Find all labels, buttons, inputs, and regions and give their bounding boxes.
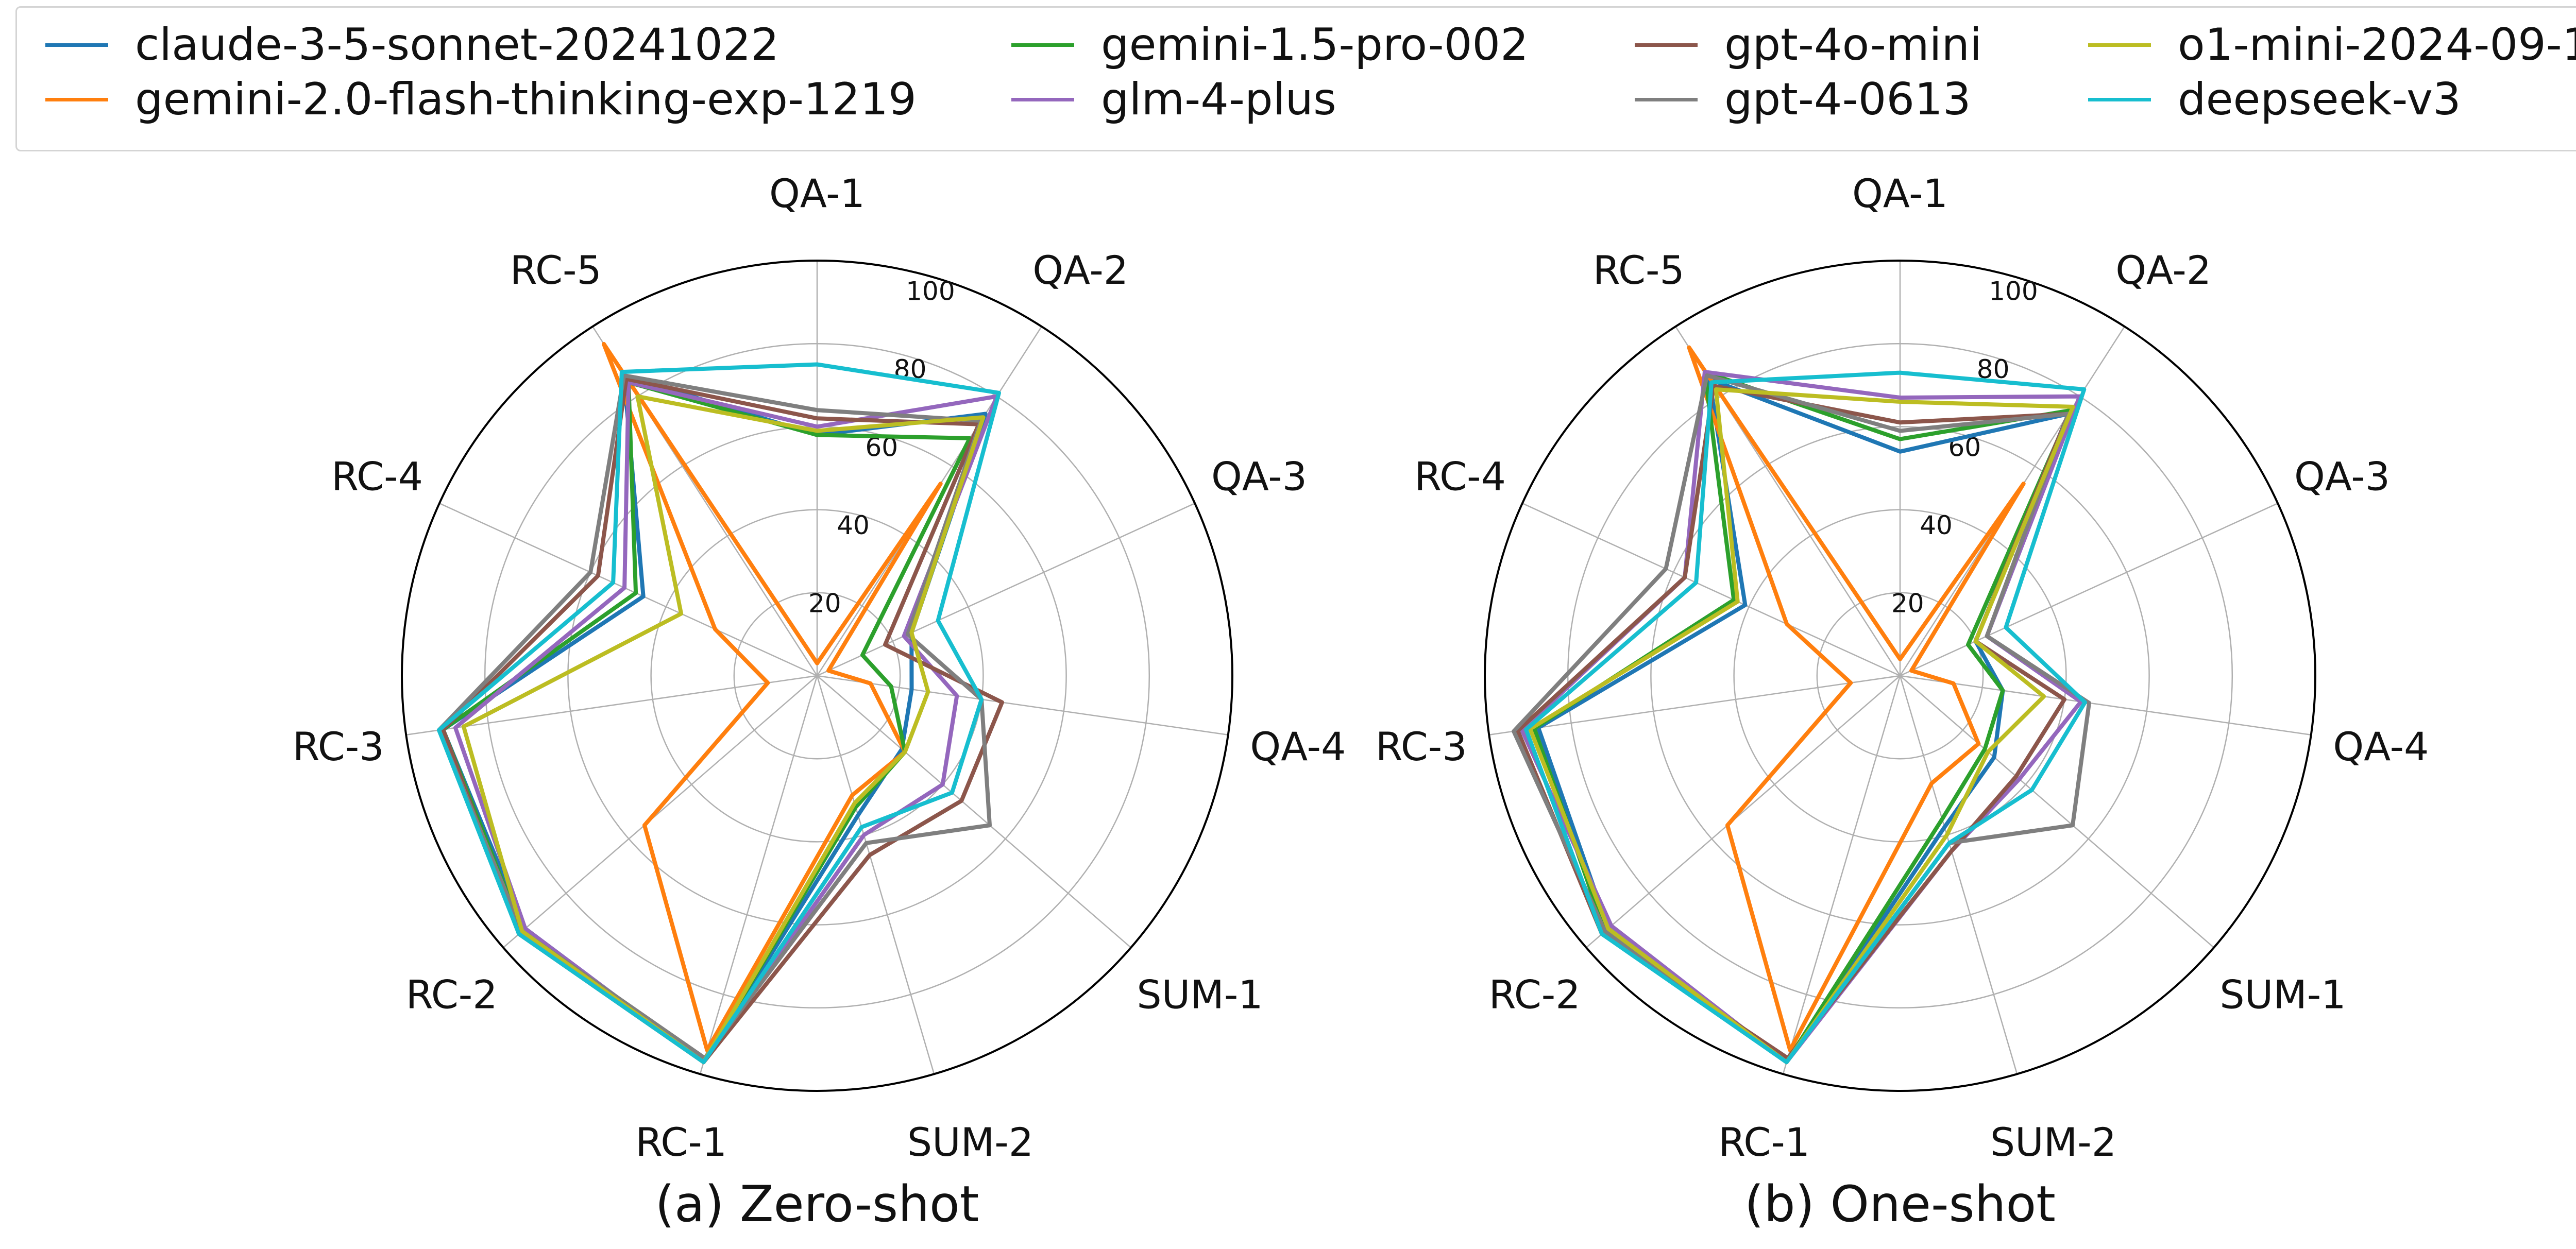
- series-deepseek-v3: [1524, 370, 2087, 1065]
- ring-60: [1650, 426, 2150, 926]
- legend-label: claude-3-5-sonnet-20241022: [135, 19, 779, 71]
- spoke-qa-4: [817, 675, 1228, 735]
- series-gemini-1.5-pro-002: [1532, 370, 2073, 1065]
- series-gemini-2.0-flash-thinking-exp-1219: [1687, 345, 2026, 1052]
- radial-tick-label: 20: [808, 588, 841, 618]
- spoke-rc-2: [503, 675, 818, 948]
- axis-label-rc-1: RC-1: [1718, 1119, 1810, 1165]
- legend-swatch: [1635, 97, 1698, 101]
- ring-100: [1484, 260, 2316, 1092]
- series-o1-mini-2024-09-12: [1528, 387, 2075, 1065]
- radial-tick-label: 20: [1891, 588, 1924, 618]
- series-o1-mini-2024-09-12: [461, 394, 986, 1065]
- axis-label-qa-1: QA-1: [1852, 170, 1948, 216]
- radar-chart-one-shot: 20406080100QA-1QA-2QA-3QA-4SUM-1SUM-2RC-…: [1376, 170, 2429, 1165]
- legend-swatch: [1635, 43, 1698, 47]
- spoke-sum-2: [1899, 675, 2018, 1074]
- legend-item-glm: glm-4-plus: [1011, 74, 1336, 125]
- legend-item-claude: claude-3-5-sonnet-20241022: [45, 19, 779, 71]
- axis-label-sum-2: SUM-2: [1990, 1119, 2116, 1165]
- spoke-rc-4: [439, 503, 818, 677]
- axis-label-rc-3: RC-3: [293, 724, 384, 769]
- axis-label-rc-4: RC-4: [1414, 454, 1506, 500]
- legend-item-gemini-flash-thinking: gemini-2.0-flash-thinking-exp-1219: [45, 74, 917, 125]
- caption-zero-shot: (a) Zero-shot: [655, 1175, 979, 1233]
- axis-label-qa-4: QA-4: [2333, 724, 2429, 769]
- spoke-rc-1: [1782, 675, 1901, 1074]
- axis-label-qa-1: QA-1: [769, 170, 865, 216]
- legend-swatch: [1011, 43, 1074, 47]
- spoke-qa-3: [1900, 503, 2278, 677]
- radial-tick-label: 40: [1920, 510, 1953, 540]
- ring-40: [650, 509, 984, 843]
- axis-label-rc-3: RC-3: [1376, 724, 1467, 769]
- spoke-sum-2: [816, 675, 935, 1074]
- legend-label: gemini-2.0-flash-thinking-exp-1219: [135, 74, 917, 125]
- axis-label-rc-1: RC-1: [635, 1119, 727, 1165]
- legend-label: gemini-1.5-pro-002: [1101, 19, 1529, 71]
- axis-label-qa-2: QA-2: [2115, 247, 2211, 293]
- legend-swatch: [1011, 97, 1074, 101]
- axis-label-rc-2: RC-2: [406, 972, 498, 1018]
- axis-label-rc-4: RC-4: [331, 454, 423, 500]
- legend-label: deepseek-v3: [2178, 74, 2461, 125]
- series-gemini-2.0-flash-thinking-exp-1219: [602, 341, 943, 1052]
- axis-label-rc-2: RC-2: [1489, 972, 1581, 1018]
- series-gpt-4o-mini: [441, 377, 1004, 1065]
- series-claude-3-5-sonnet-20241022: [441, 373, 988, 1065]
- legend-label: gpt-4-0613: [1724, 74, 1971, 125]
- axis-label-rc-5: RC-5: [1593, 247, 1685, 293]
- legend-label: gpt-4o-mini: [1724, 19, 1982, 71]
- ring-20: [733, 592, 901, 760]
- radar-chart-zero-shot: 20406080100QA-1QA-2QA-3QA-4SUM-1SUM-2RC-…: [293, 170, 1346, 1165]
- axis-label-sum-2: SUM-2: [907, 1119, 1033, 1165]
- legend-item-gpt-4o-mini: gpt-4o-mini: [1635, 19, 1982, 71]
- radial-tick-label: 40: [837, 510, 870, 540]
- legend-swatch: [2088, 43, 2151, 47]
- spoke-rc-1: [699, 675, 818, 1074]
- spoke-qa-4: [1900, 675, 2311, 735]
- axis-label-sum-1: SUM-1: [1137, 972, 1263, 1018]
- spoke-sum-1: [817, 675, 1131, 948]
- radial-tick-label: 100: [906, 277, 955, 306]
- series-glm-4-plus: [1520, 370, 2083, 1065]
- ring-100: [401, 260, 1233, 1092]
- legend-swatch: [2088, 97, 2151, 101]
- series-deepseek-v3: [437, 362, 1001, 1065]
- legend-item-gpt-4: gpt-4-0613: [1635, 74, 1971, 125]
- axis-label-qa-2: QA-2: [1032, 247, 1128, 293]
- spoke-qa-3: [817, 503, 1195, 677]
- spoke-rc-2: [1586, 675, 1901, 948]
- axis-label-sum-1: SUM-1: [2219, 972, 2346, 1018]
- radial-tick-label: 100: [1989, 277, 2038, 306]
- axis-label-qa-3: QA-3: [2294, 454, 2390, 500]
- caption-one-shot: (b) One-shot: [1744, 1175, 2056, 1233]
- spoke-rc-4: [1522, 503, 1901, 677]
- legend: claude-3-5-sonnet-20241022 gemini-2.0-fl…: [15, 6, 2576, 151]
- spoke-sum-1: [1900, 675, 2214, 948]
- legend-item-deepseek: deepseek-v3: [2088, 74, 2461, 125]
- series-claude-3-5-sonnet-20241022: [1536, 377, 2071, 1065]
- legend-label: glm-4-plus: [1101, 74, 1336, 125]
- legend-swatch: [45, 43, 108, 47]
- series-gpt-4-0613: [437, 373, 992, 1060]
- ring-20: [1816, 592, 1984, 760]
- series-gpt-4o-mini: [1516, 384, 2071, 1060]
- axis-label-qa-4: QA-4: [1250, 724, 1346, 769]
- ring-80: [484, 343, 1150, 1009]
- legend-label: o1-mini-2024-09-12: [2178, 19, 2576, 71]
- legend-swatch: [45, 97, 108, 101]
- legend-item-o1-mini: o1-mini-2024-09-12: [2088, 19, 2576, 71]
- axis-label-qa-3: QA-3: [1211, 454, 1307, 500]
- legend-item-gemini-pro: gemini-1.5-pro-002: [1011, 19, 1529, 71]
- axis-label-rc-5: RC-5: [510, 247, 602, 293]
- spoke-rc-3: [1489, 675, 1901, 735]
- spoke-rc-3: [406, 675, 818, 735]
